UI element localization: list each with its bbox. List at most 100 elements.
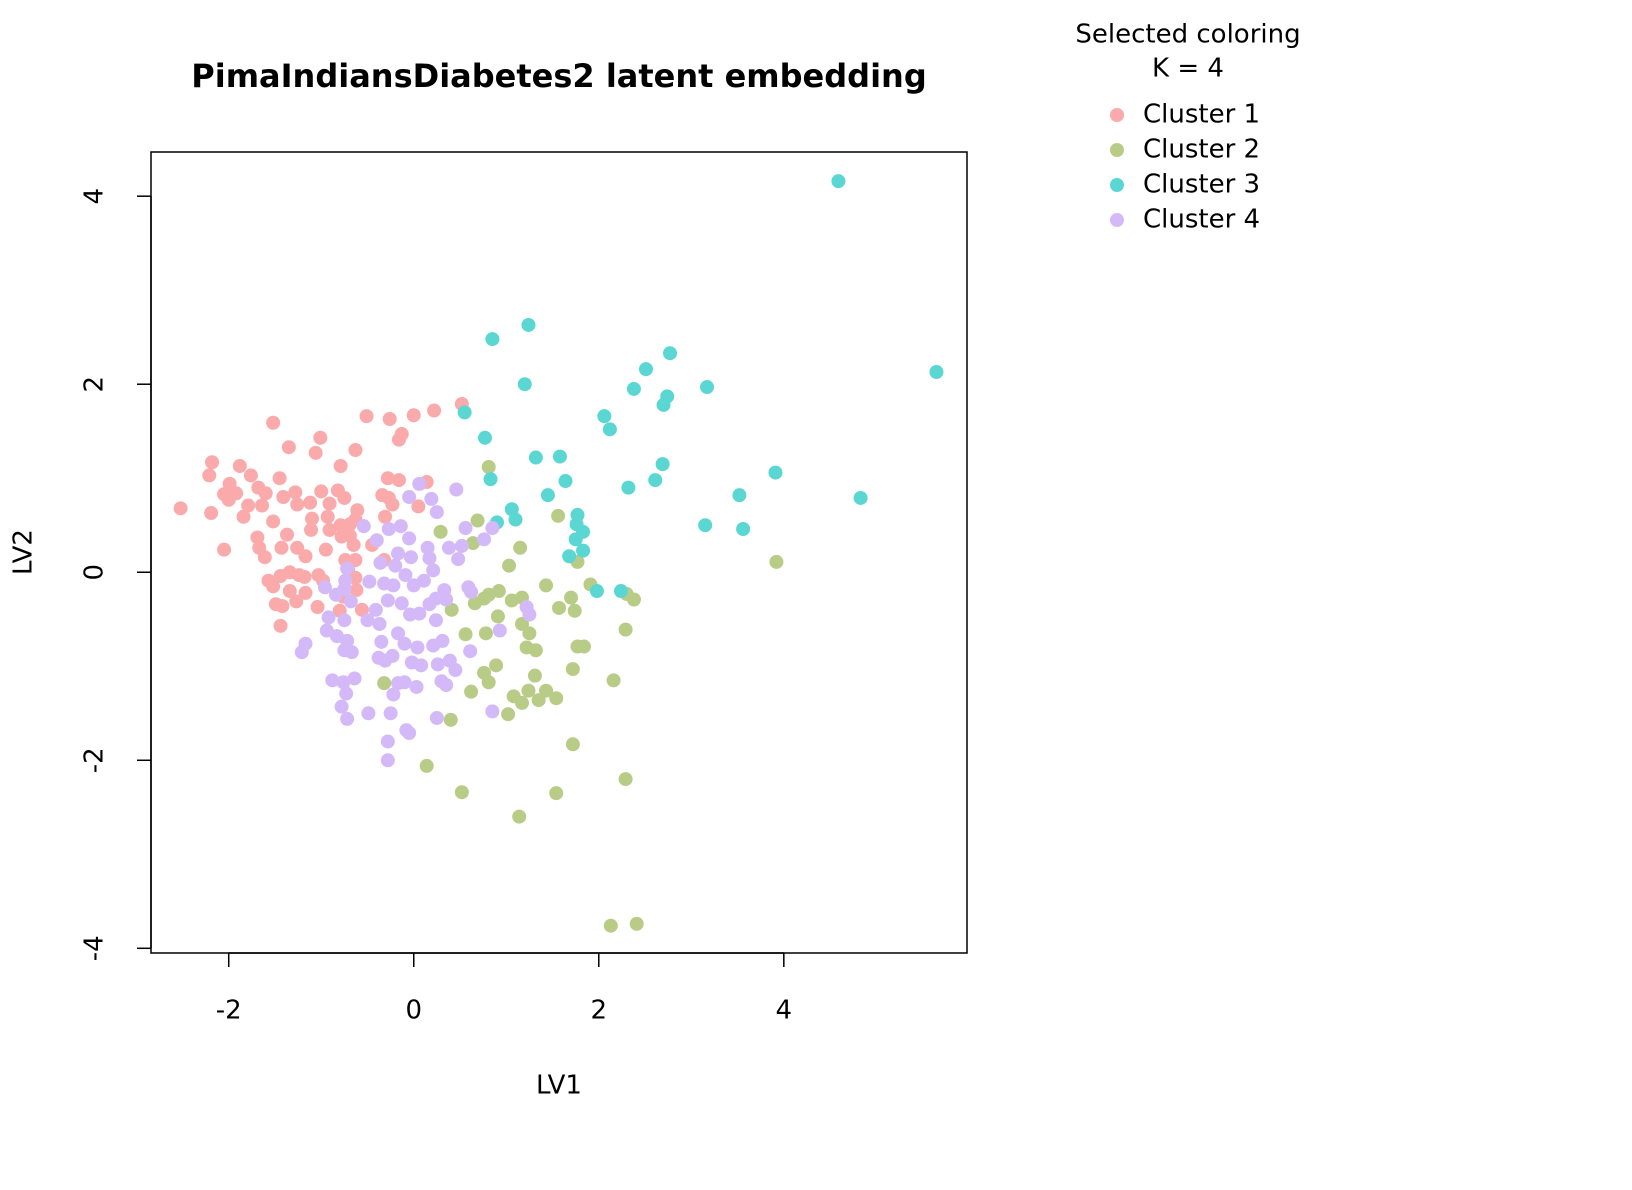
point [393,519,408,534]
point [558,474,573,489]
point [485,704,500,719]
point [359,409,374,424]
point [435,633,450,648]
point [298,636,313,651]
point [508,512,523,527]
point [281,440,296,455]
point [403,550,418,565]
point [374,634,389,649]
point [386,687,401,702]
point [303,495,318,510]
point [528,450,543,465]
point [369,533,384,548]
point [308,445,323,460]
point [663,346,678,361]
point [522,626,537,641]
point [410,640,425,655]
point [202,468,217,483]
point [769,554,784,569]
point [831,174,846,189]
point [613,584,628,599]
point [361,706,376,721]
point [275,599,290,614]
point [383,706,398,721]
legend-label: Cluster 2 [1143,135,1260,165]
point [273,618,288,633]
point [464,584,479,599]
point [320,509,335,524]
point [656,397,671,412]
point [334,699,349,714]
point [314,484,329,499]
point [929,364,944,379]
point [549,786,564,801]
point [414,658,429,673]
point [391,626,406,641]
y-tick-label: 0 [80,564,110,581]
point [348,443,363,458]
point [490,609,505,624]
point [360,613,375,628]
point [321,610,336,625]
point [478,626,493,641]
point [549,691,564,706]
point [449,482,464,497]
point [340,561,355,576]
point [337,643,352,658]
point [470,513,485,528]
point [506,689,521,704]
point [567,603,582,618]
y-axis-label: LV2 [9,529,39,575]
point [272,471,287,486]
y-tick-label: 4 [80,188,110,205]
point [402,490,417,505]
point [426,563,441,578]
point [602,422,617,437]
point [531,693,546,708]
point [411,499,426,514]
point [339,686,354,701]
chart-title: PimaIndiansDiabetes2 latent embedding [191,57,926,95]
point [398,568,413,583]
point [382,412,397,426]
point [378,509,393,524]
point [304,522,319,537]
point [521,683,536,698]
legend-label: Cluster 3 [1143,170,1260,200]
point [698,518,713,533]
point [236,509,251,524]
point [458,521,473,536]
point [289,594,304,609]
point [368,602,383,617]
point [444,602,459,617]
point [266,415,281,430]
point [565,737,580,752]
point [552,600,566,615]
point [564,590,579,605]
point [565,662,580,677]
point [433,524,448,539]
point [406,408,421,423]
y-tick-label: 2 [80,376,110,393]
point [375,488,390,503]
point [648,473,663,488]
point [540,488,555,503]
point [399,723,414,738]
point [489,658,504,673]
point [329,629,344,644]
legend-label: Cluster 4 [1143,205,1260,235]
point [513,540,528,555]
point [424,491,439,506]
point [629,916,644,931]
point [552,449,567,464]
point [736,521,751,536]
point [430,657,445,672]
point [477,430,492,445]
point [241,498,256,513]
point [768,465,783,480]
point [173,501,188,516]
point [258,486,273,501]
x-tick-label: 0 [405,996,422,1026]
point [454,538,469,553]
point [853,490,868,505]
